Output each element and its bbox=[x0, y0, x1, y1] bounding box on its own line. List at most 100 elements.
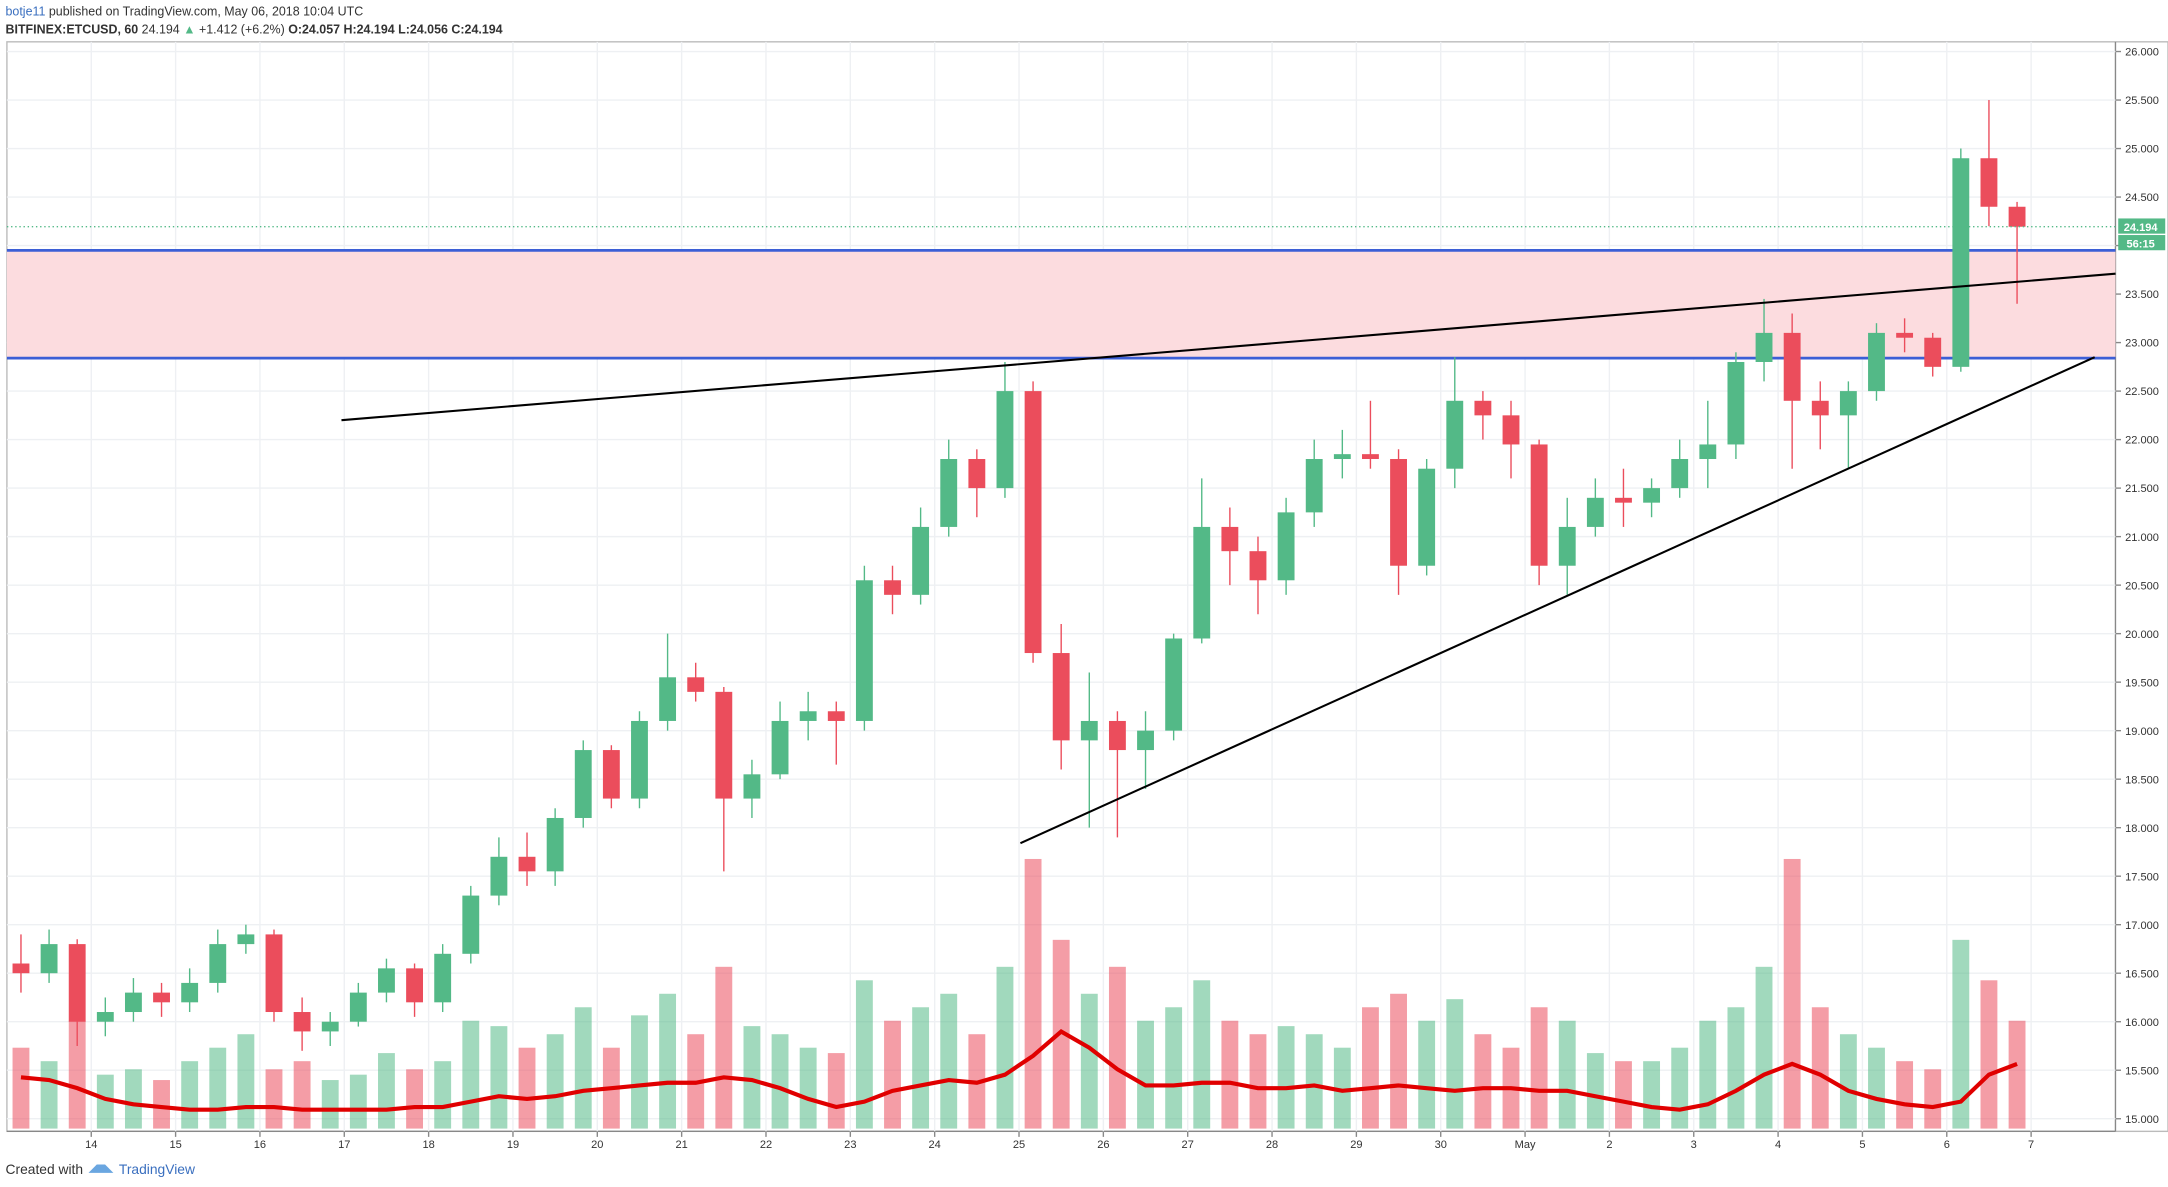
x-tick-label: 22 bbox=[760, 1139, 772, 1151]
volume-bar bbox=[1615, 1061, 1632, 1129]
x-tick-label: 2 bbox=[1606, 1139, 1612, 1151]
candle-body bbox=[1249, 551, 1267, 581]
volume-bar bbox=[349, 1074, 367, 1129]
footer-brand[interactable]: TradingView bbox=[119, 1161, 196, 1177]
x-tick-label: 5 bbox=[1859, 1139, 1865, 1151]
volume-bar bbox=[1193, 980, 1211, 1129]
volume-bar bbox=[771, 1034, 789, 1129]
volume-bar bbox=[1727, 1007, 1745, 1129]
volume-bar bbox=[855, 980, 873, 1129]
candle-body bbox=[1333, 454, 1351, 460]
y-tick-label: 20.500 bbox=[2125, 580, 2159, 592]
x-tick-label: 18 bbox=[422, 1139, 434, 1151]
volume-bar bbox=[884, 1020, 901, 1129]
y-tick-label: 25.000 bbox=[2125, 144, 2159, 156]
candle-body bbox=[1783, 332, 1801, 401]
y-tick-label: 16.500 bbox=[2125, 968, 2159, 980]
volume-bar bbox=[1586, 1053, 1604, 1129]
candle-body bbox=[940, 459, 958, 527]
volume-bar bbox=[1868, 1047, 1885, 1129]
y-tick-label: 19.000 bbox=[2125, 726, 2159, 738]
candle-body bbox=[1530, 444, 1548, 566]
volume-bar bbox=[1362, 1007, 1379, 1129]
volume-bar bbox=[1137, 1020, 1154, 1129]
volume-bar bbox=[912, 1007, 930, 1129]
volume-bar bbox=[799, 1047, 817, 1129]
volume-bar bbox=[1980, 980, 1998, 1129]
x-tick-label: 17 bbox=[338, 1139, 350, 1151]
y-tick-label: 25.500 bbox=[2125, 95, 2159, 107]
candle-body bbox=[434, 953, 452, 1003]
x-tick-label: 15 bbox=[169, 1139, 181, 1151]
volume-bar bbox=[1643, 1061, 1661, 1129]
volume-bar bbox=[1699, 1020, 1717, 1129]
volume-bar bbox=[574, 1007, 592, 1129]
candle-body bbox=[1727, 361, 1745, 445]
publisher[interactable]: botje11 bbox=[6, 5, 46, 19]
volume-bar bbox=[1783, 858, 1801, 1129]
volume-bar bbox=[1024, 858, 1042, 1129]
volume-bar bbox=[1165, 1007, 1183, 1129]
volume-bar bbox=[1249, 1034, 1267, 1129]
x-tick-label: 4 bbox=[1775, 1139, 1781, 1151]
candle-body bbox=[855, 580, 873, 721]
volume-bar bbox=[743, 1026, 761, 1129]
volume-ma-line bbox=[20, 1028, 2018, 1112]
candle-body bbox=[1558, 526, 1576, 566]
candle-body bbox=[1080, 720, 1098, 741]
candle-body bbox=[1615, 497, 1632, 503]
candle-body bbox=[68, 944, 86, 1022]
x-tick-label: 7 bbox=[2028, 1139, 2034, 1151]
candle-body bbox=[602, 750, 620, 799]
x-tick-label: 29 bbox=[1350, 1139, 1362, 1151]
candle-body bbox=[96, 1012, 114, 1022]
y-tick-label: 26.000 bbox=[2125, 47, 2159, 59]
candle-body bbox=[1108, 720, 1126, 751]
open: O:24.057 bbox=[288, 23, 340, 37]
candle-body bbox=[827, 711, 845, 721]
volume-bar bbox=[1221, 1020, 1239, 1129]
candle-body bbox=[1137, 730, 1154, 751]
candle-body bbox=[771, 720, 789, 775]
y-tick-label: 19.500 bbox=[2125, 677, 2159, 689]
volume-bar bbox=[490, 1026, 508, 1129]
volume-bar bbox=[1446, 999, 1464, 1129]
countdown-box bbox=[2118, 235, 2166, 251]
y-tick-label: 15.500 bbox=[2125, 1065, 2159, 1077]
x-tick-label: May bbox=[1515, 1139, 1536, 1151]
volume-bar bbox=[124, 1069, 142, 1129]
y-tick-label: 24.500 bbox=[2125, 192, 2159, 204]
y-tick-label: 22.000 bbox=[2125, 435, 2159, 447]
arrow: ▲ bbox=[183, 23, 195, 37]
x-tick-label: 27 bbox=[1182, 1139, 1194, 1151]
volume-bar bbox=[1530, 1007, 1548, 1129]
candle-body bbox=[1277, 512, 1295, 581]
candle-body bbox=[1896, 332, 1914, 338]
candle-body bbox=[659, 677, 677, 721]
x-tick-label: 3 bbox=[1691, 1139, 1697, 1151]
volume-bar bbox=[827, 1053, 845, 1129]
change: +1.412 (+6.2%) bbox=[199, 23, 285, 37]
price-label-box bbox=[2118, 218, 2166, 234]
volume-bar bbox=[518, 1047, 536, 1129]
volume-bar bbox=[1671, 1047, 1689, 1129]
volume-bar bbox=[434, 1061, 452, 1129]
candle-body bbox=[1165, 638, 1183, 731]
countdown-label: 56:15 bbox=[2127, 238, 2155, 250]
y-tick-label: 17.000 bbox=[2125, 920, 2159, 932]
volume-bar bbox=[659, 993, 677, 1129]
header-line2: BITFINEX:ETCUSD, 60 24.194 ▲ +1.412 (+6.… bbox=[6, 23, 503, 37]
candle-body bbox=[1924, 337, 1942, 367]
y-tick-label: 15.000 bbox=[2125, 1114, 2159, 1126]
close: C:24.194 bbox=[451, 23, 502, 37]
volume-bar bbox=[181, 1061, 199, 1129]
x-tick-label: 16 bbox=[254, 1139, 266, 1151]
volume-bar bbox=[1755, 966, 1773, 1129]
volume-bar bbox=[1811, 1007, 1829, 1129]
candle-body bbox=[546, 817, 564, 872]
x-tick-label: 21 bbox=[675, 1139, 687, 1151]
volume-bar bbox=[1896, 1061, 1914, 1129]
x-tick-label: 6 bbox=[1944, 1139, 1950, 1151]
